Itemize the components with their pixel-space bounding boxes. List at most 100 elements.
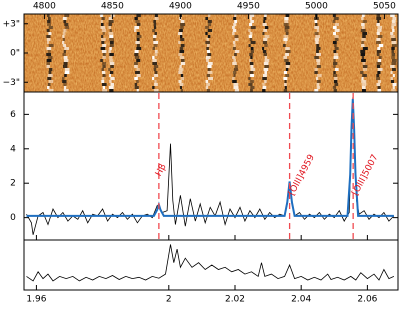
- stripe-pixel: [361, 86, 366, 89]
- stripe-pixel: [100, 26, 106, 29]
- stripe-pixel: [46, 14, 50, 17]
- stripe-pixel: [47, 23, 51, 26]
- stripe-pixel: [46, 65, 50, 68]
- y-tick-label: 2: [10, 179, 16, 189]
- stripe-pixel: [153, 35, 157, 38]
- stripe-pixel: [64, 71, 70, 74]
- stripe-pixel: [109, 35, 114, 38]
- stripe-pixel: [249, 23, 253, 26]
- stripe-pixel: [63, 29, 67, 32]
- x-tick-label: 2.02: [225, 295, 245, 305]
- stripe-pixel: [314, 56, 319, 59]
- stripe-pixel: [361, 56, 365, 59]
- stripe-pixel: [232, 62, 237, 65]
- stripe-pixel: [46, 38, 51, 41]
- stripe-pixel: [332, 41, 337, 44]
- stripe-pixel: [361, 89, 366, 92]
- stripe-pixel: [377, 89, 382, 92]
- stripe-pixel: [232, 80, 237, 83]
- stripe-pixel: [206, 50, 211, 53]
- stripe-pixel: [46, 62, 50, 65]
- stripe-pixel: [263, 53, 268, 56]
- stripe-pixel: [63, 89, 69, 92]
- stripe-pixel: [136, 38, 140, 41]
- stripe-pixel: [153, 41, 159, 44]
- stripe-pixel: [263, 68, 269, 71]
- stripe-pixel: [205, 41, 210, 44]
- x-tick-label: 2.04: [291, 295, 311, 305]
- stripe-pixel: [391, 53, 396, 56]
- stripe-pixel: [377, 20, 380, 23]
- stripe-pixel: [250, 89, 253, 92]
- stripe-pixel: [108, 50, 112, 53]
- stripe-pixel: [376, 62, 382, 65]
- stripe-pixel: [206, 44, 210, 47]
- stripe-pixel: [232, 32, 235, 35]
- stripe-pixel: [391, 68, 396, 71]
- stripe-pixel: [332, 74, 338, 77]
- stripe-pixel: [250, 86, 255, 89]
- stripe-pixel: [153, 38, 156, 41]
- stripe-pixel: [109, 29, 112, 32]
- stripe-pixel: [334, 68, 339, 71]
- stripe-pixel: [376, 74, 380, 77]
- stripe-pixel: [333, 71, 336, 74]
- stripe-pixel: [376, 14, 381, 17]
- stripe-pixel: [316, 77, 319, 80]
- stripe-pixel: [102, 86, 106, 89]
- stripe-pixel: [63, 62, 68, 65]
- stripe-pixel: [207, 71, 213, 74]
- stripe-pixel: [134, 53, 139, 56]
- stripe-pixel: [250, 68, 255, 71]
- stripe-pixel: [207, 65, 212, 68]
- stripe-pixel: [205, 86, 209, 89]
- stripe-pixel: [334, 38, 339, 41]
- stripe-pixel: [178, 32, 183, 35]
- stripe-pixel: [334, 29, 340, 32]
- stripe-pixel: [285, 62, 291, 65]
- stripe-pixel: [135, 71, 140, 74]
- stripe-pixel: [64, 14, 70, 17]
- stripe-pixel: [109, 41, 114, 44]
- stripe-pixel: [152, 86, 155, 89]
- stripe-pixel: [110, 71, 114, 74]
- stripe-pixel: [47, 20, 51, 23]
- stripe-pixel: [152, 77, 155, 80]
- stripe-pixel: [136, 89, 139, 92]
- stripe-pixel: [232, 56, 236, 59]
- stripe-pixel: [108, 26, 112, 29]
- stripe-pixel: [153, 20, 156, 23]
- stripe-pixel: [378, 56, 382, 59]
- stripe-pixel: [284, 41, 287, 44]
- stripe-pixel: [232, 77, 235, 80]
- stripe-pixel: [333, 80, 338, 83]
- stripe-pixel: [101, 68, 104, 71]
- stripe-pixel: [391, 56, 395, 59]
- stripe-pixel: [136, 80, 139, 83]
- stripe-pixel: [48, 89, 54, 92]
- stripe-pixel: [134, 17, 138, 20]
- stripe-pixel: [390, 65, 395, 68]
- stripe-pixel: [154, 71, 158, 74]
- stripe-pixel: [332, 20, 336, 23]
- stripe-pixel: [362, 74, 367, 77]
- stripe-pixel: [232, 29, 237, 32]
- stripe-pixel: [207, 62, 213, 65]
- stripe-pixel: [153, 68, 157, 71]
- stripe-pixel: [102, 56, 106, 59]
- stripe-pixel: [109, 62, 115, 65]
- stripe-pixel: [334, 83, 339, 86]
- stripe-pixel: [101, 38, 106, 41]
- stripe-pixel: [136, 35, 142, 38]
- stripe-pixel: [134, 29, 137, 32]
- stripe-pixel: [180, 35, 183, 38]
- stripe-pixel: [333, 26, 337, 29]
- stripe-pixel: [205, 17, 209, 20]
- stripe-pixel: [134, 56, 140, 59]
- stripe-pixel: [314, 32, 319, 35]
- stripe-pixel: [233, 41, 236, 44]
- stripe-pixel: [109, 38, 114, 41]
- stripe-pixel: [362, 62, 366, 65]
- stripe-pixel: [47, 74, 53, 77]
- stripe-pixel: [390, 14, 395, 17]
